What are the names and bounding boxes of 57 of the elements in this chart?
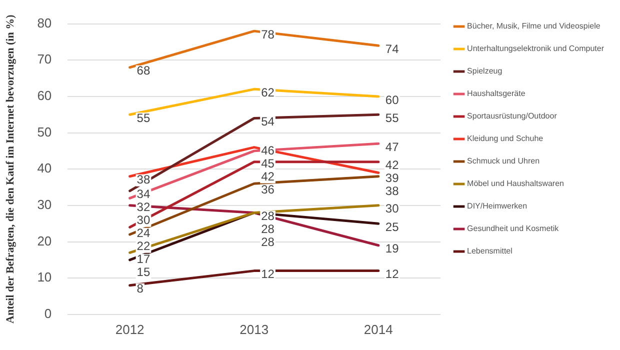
data-label: 36 [261,182,275,197]
y-tick-label: 0 [44,306,52,321]
data-label: 32 [136,200,150,214]
data-label: 38 [385,184,400,198]
data-label: 30 [136,213,150,228]
data-label: 74 [385,42,400,56]
y-tick-label: 30 [37,197,52,212]
legend-label: Lebensmittel [467,246,513,256]
data-label: 54 [261,114,275,129]
data-label: 25 [385,220,400,234]
legend-label: Möbel und Haushaltswaren [467,179,564,188]
legend-label: Unterhaltungselektronik und Computer [467,44,604,54]
legend-label: Schmuck und Uhren [467,156,540,166]
data-label: 22 [136,239,150,254]
data-label: 39 [385,171,400,186]
data-label: 60 [385,92,400,107]
data-label: 15 [136,265,150,280]
data-label: 78 [261,27,275,42]
data-label: 55 [385,110,400,125]
y-tick-label: 50 [37,124,52,140]
y-tick-label: 20 [37,233,52,248]
y-tick-label: 70 [37,52,52,67]
y-tick-label: 10 [37,270,52,285]
x-tick-label: 2014 [364,322,393,337]
legend-label: DIY/Heimwerken [467,202,528,211]
x-tick-label: 2012 [115,322,144,337]
data-label: 8 [136,282,144,296]
data-label: 12 [385,267,400,282]
legend-label: Bücher, Musik, Filme und Videospiele [467,22,601,31]
legend-label: Kleidung und Schuhe [467,134,544,144]
data-label: 62 [261,85,275,100]
data-label: 46 [261,144,275,158]
x-tick-label: 2013 [240,322,269,337]
data-label: 19 [385,242,400,256]
y-tick-label: 40 [37,160,52,176]
legend-label: Gesundheit und Kosmetik [467,224,560,234]
y-tick-label: 80 [37,15,52,30]
legend-label: Sportausrüstung/Outdoor [467,112,558,121]
data-label: 24 [136,226,150,240]
data-label: 30 [385,202,400,216]
data-label: 55 [136,110,150,125]
data-label: 68 [136,64,150,78]
data-label: 42 [261,170,275,184]
legend-label: Spielzeug [467,66,502,76]
data-label: 38 [136,172,150,187]
data-label: 34 [136,187,150,202]
data-label: 28 [261,209,275,224]
y-tick-label: 60 [37,88,52,104]
data-label: 28 [261,235,275,250]
data-label: 28 [261,222,275,236]
y-axis-title: Anteil der Befragten, die den Kauf im Internet bevorzugen (in %) [4,14,16,324]
legend-label: Haushaltsgeräte [467,89,526,98]
data-label: 42 [385,158,400,172]
data-label: 47 [385,140,400,154]
data-label: 12 [261,267,275,282]
data-label: 17 [136,252,150,266]
data-label: 45 [261,156,275,171]
